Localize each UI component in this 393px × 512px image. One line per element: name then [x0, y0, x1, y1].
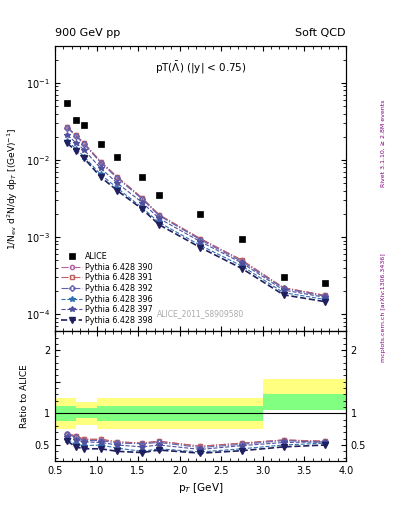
Pythia 6.428 391	[323, 292, 327, 298]
Pythia 6.428 396	[82, 154, 86, 160]
Text: ALICE_2011_S8909580: ALICE_2011_S8909580	[157, 310, 244, 318]
Pythia 6.428 396	[140, 205, 145, 211]
ALICE	[240, 236, 244, 242]
Pythia 6.428 397	[115, 180, 120, 186]
Text: 900 GeV pp: 900 GeV pp	[55, 28, 120, 38]
Pythia 6.428 398	[156, 222, 161, 228]
Pythia 6.428 396	[281, 290, 286, 296]
Pythia 6.428 398	[82, 155, 86, 161]
Pythia 6.428 396	[156, 219, 161, 225]
ALICE	[281, 274, 286, 281]
Pythia 6.428 398	[65, 140, 70, 146]
Pythia 6.428 396	[323, 296, 327, 303]
Pythia 6.428 397	[82, 147, 86, 153]
Pythia 6.428 398	[198, 245, 203, 251]
Pythia 6.428 391	[281, 285, 286, 291]
Legend: ALICE, Pythia 6.428 390, Pythia 6.428 391, Pythia 6.428 392, Pythia 6.428 396, P: ALICE, Pythia 6.428 390, Pythia 6.428 39…	[59, 250, 155, 327]
Text: mcplots.cern.ch [arXiv:1306.3436]: mcplots.cern.ch [arXiv:1306.3436]	[381, 253, 386, 361]
Pythia 6.428 396	[115, 185, 120, 191]
Pythia 6.428 390	[156, 211, 161, 218]
Pythia 6.428 390	[140, 195, 145, 201]
Pythia 6.428 392	[323, 293, 327, 300]
Line: Pythia 6.428 398: Pythia 6.428 398	[65, 140, 328, 305]
Pythia 6.428 390	[323, 292, 327, 298]
Pythia 6.428 390	[281, 285, 286, 291]
Pythia 6.428 398	[140, 206, 145, 212]
ALICE	[140, 174, 145, 180]
Pythia 6.428 391	[82, 140, 86, 146]
Pythia 6.428 392	[156, 212, 161, 219]
Pythia 6.428 396	[65, 138, 70, 144]
Pythia 6.428 397	[240, 260, 244, 266]
Y-axis label: Ratio to ALICE: Ratio to ALICE	[20, 364, 29, 428]
Pythia 6.428 392	[73, 133, 78, 139]
ALICE	[98, 141, 103, 147]
Pythia 6.428 397	[281, 287, 286, 293]
Pythia 6.428 390	[73, 132, 78, 138]
Pythia 6.428 398	[281, 292, 286, 298]
Text: Soft QCD: Soft QCD	[296, 28, 346, 38]
ALICE	[156, 192, 161, 198]
Line: Pythia 6.428 392: Pythia 6.428 392	[65, 126, 327, 298]
Pythia 6.428 392	[82, 141, 86, 147]
Pythia 6.428 396	[198, 242, 203, 248]
Pythia 6.428 390	[98, 159, 103, 165]
ALICE	[82, 122, 86, 129]
Pythia 6.428 397	[140, 200, 145, 206]
Y-axis label: 1/N$_{\mathsf{ev}}$ d$^2$N/dy dp$_T$ [(GeV)$^{-1}$]: 1/N$_{\mathsf{ev}}$ d$^2$N/dy dp$_T$ [(G…	[6, 127, 20, 250]
Pythia 6.428 390	[65, 124, 70, 131]
Pythia 6.428 397	[156, 215, 161, 221]
ALICE	[323, 281, 327, 287]
X-axis label: p$_T$ [GeV]: p$_T$ [GeV]	[178, 481, 223, 495]
Pythia 6.428 396	[98, 172, 103, 178]
Pythia 6.428 392	[140, 196, 145, 202]
Pythia 6.428 396	[73, 145, 78, 152]
Pythia 6.428 392	[281, 285, 286, 291]
Pythia 6.428 392	[65, 125, 70, 131]
Pythia 6.428 398	[323, 298, 327, 305]
Line: Pythia 6.428 391: Pythia 6.428 391	[65, 125, 327, 297]
Pythia 6.428 397	[98, 165, 103, 172]
Pythia 6.428 397	[198, 239, 203, 245]
Text: pT($\bar{\Lambda}$) (|y| < 0.75): pT($\bar{\Lambda}$) (|y| < 0.75)	[155, 60, 246, 76]
Pythia 6.428 398	[115, 187, 120, 194]
Line: Pythia 6.428 396: Pythia 6.428 396	[65, 138, 328, 302]
Line: Pythia 6.428 390: Pythia 6.428 390	[65, 125, 327, 297]
Pythia 6.428 391	[115, 174, 120, 180]
Pythia 6.428 392	[98, 160, 103, 166]
ALICE	[115, 154, 120, 160]
Pythia 6.428 391	[65, 124, 70, 131]
ALICE	[65, 100, 70, 106]
Pythia 6.428 390	[198, 236, 203, 242]
ALICE	[73, 117, 78, 123]
Pythia 6.428 390	[240, 257, 244, 263]
Text: Rivet 3.1.10, ≥ 2.8M events: Rivet 3.1.10, ≥ 2.8M events	[381, 100, 386, 187]
ALICE	[198, 211, 203, 217]
Pythia 6.428 392	[198, 237, 203, 243]
Pythia 6.428 391	[98, 159, 103, 165]
Pythia 6.428 398	[73, 148, 78, 154]
Pythia 6.428 397	[65, 132, 70, 138]
Pythia 6.428 398	[240, 265, 244, 271]
Pythia 6.428 391	[73, 132, 78, 138]
Line: ALICE: ALICE	[65, 100, 328, 286]
Line: Pythia 6.428 397: Pythia 6.428 397	[65, 132, 328, 300]
Pythia 6.428 390	[115, 174, 120, 180]
Pythia 6.428 392	[115, 175, 120, 181]
Pythia 6.428 397	[73, 139, 78, 145]
Pythia 6.428 392	[240, 259, 244, 265]
Pythia 6.428 391	[140, 195, 145, 201]
Pythia 6.428 397	[323, 294, 327, 301]
Pythia 6.428 391	[156, 211, 161, 218]
Pythia 6.428 391	[240, 257, 244, 263]
Pythia 6.428 391	[198, 236, 203, 242]
Pythia 6.428 396	[240, 263, 244, 269]
Pythia 6.428 390	[82, 140, 86, 146]
Pythia 6.428 398	[98, 174, 103, 180]
